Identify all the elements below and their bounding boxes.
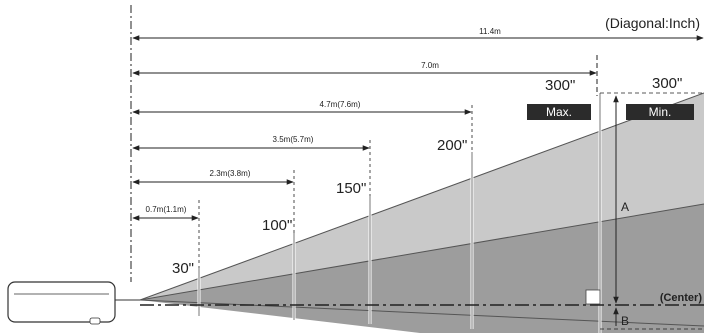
dimension-label-b: B [621, 314, 629, 328]
max-tag [527, 104, 591, 120]
units-note: (Diagonal:Inch) [605, 15, 700, 31]
center-label: (Center) [660, 292, 703, 304]
screen-size-label-30: 30" [172, 260, 194, 277]
distance-label-4-7m: 4.7m(7.6m) [320, 100, 361, 109]
beam-middle-edge [139, 203, 704, 301]
distance-label-11-4m: 11.4m [479, 27, 501, 36]
distance-label-2-3m: 2.3m(3.8m) [210, 169, 251, 178]
distance-label-0-7m: 0.7m(1.1m) [146, 205, 187, 214]
max-tag-label: Max. [546, 105, 572, 119]
beam-upper-edge [139, 92, 704, 301]
min-tag-label: Min. [649, 105, 672, 119]
screen-size-label-150: 150" [336, 180, 366, 197]
lower-beam-area [140, 204, 704, 333]
screen-size-label-300-max: 300" [545, 77, 575, 94]
min-tag [626, 104, 694, 120]
right-angle-marker [585, 289, 601, 305]
dimension-label-a: A [621, 200, 629, 214]
screen-size-label-200: 200" [437, 137, 467, 154]
distance-label-7-0m: 7.0m [421, 61, 439, 70]
screen-size-label-100: 100" [262, 217, 292, 234]
screen-size-label-300-min: 300" [652, 75, 682, 92]
projector-icon [7, 281, 140, 325]
distance-label-3-5m: 3.5m(5.7m) [273, 135, 314, 144]
